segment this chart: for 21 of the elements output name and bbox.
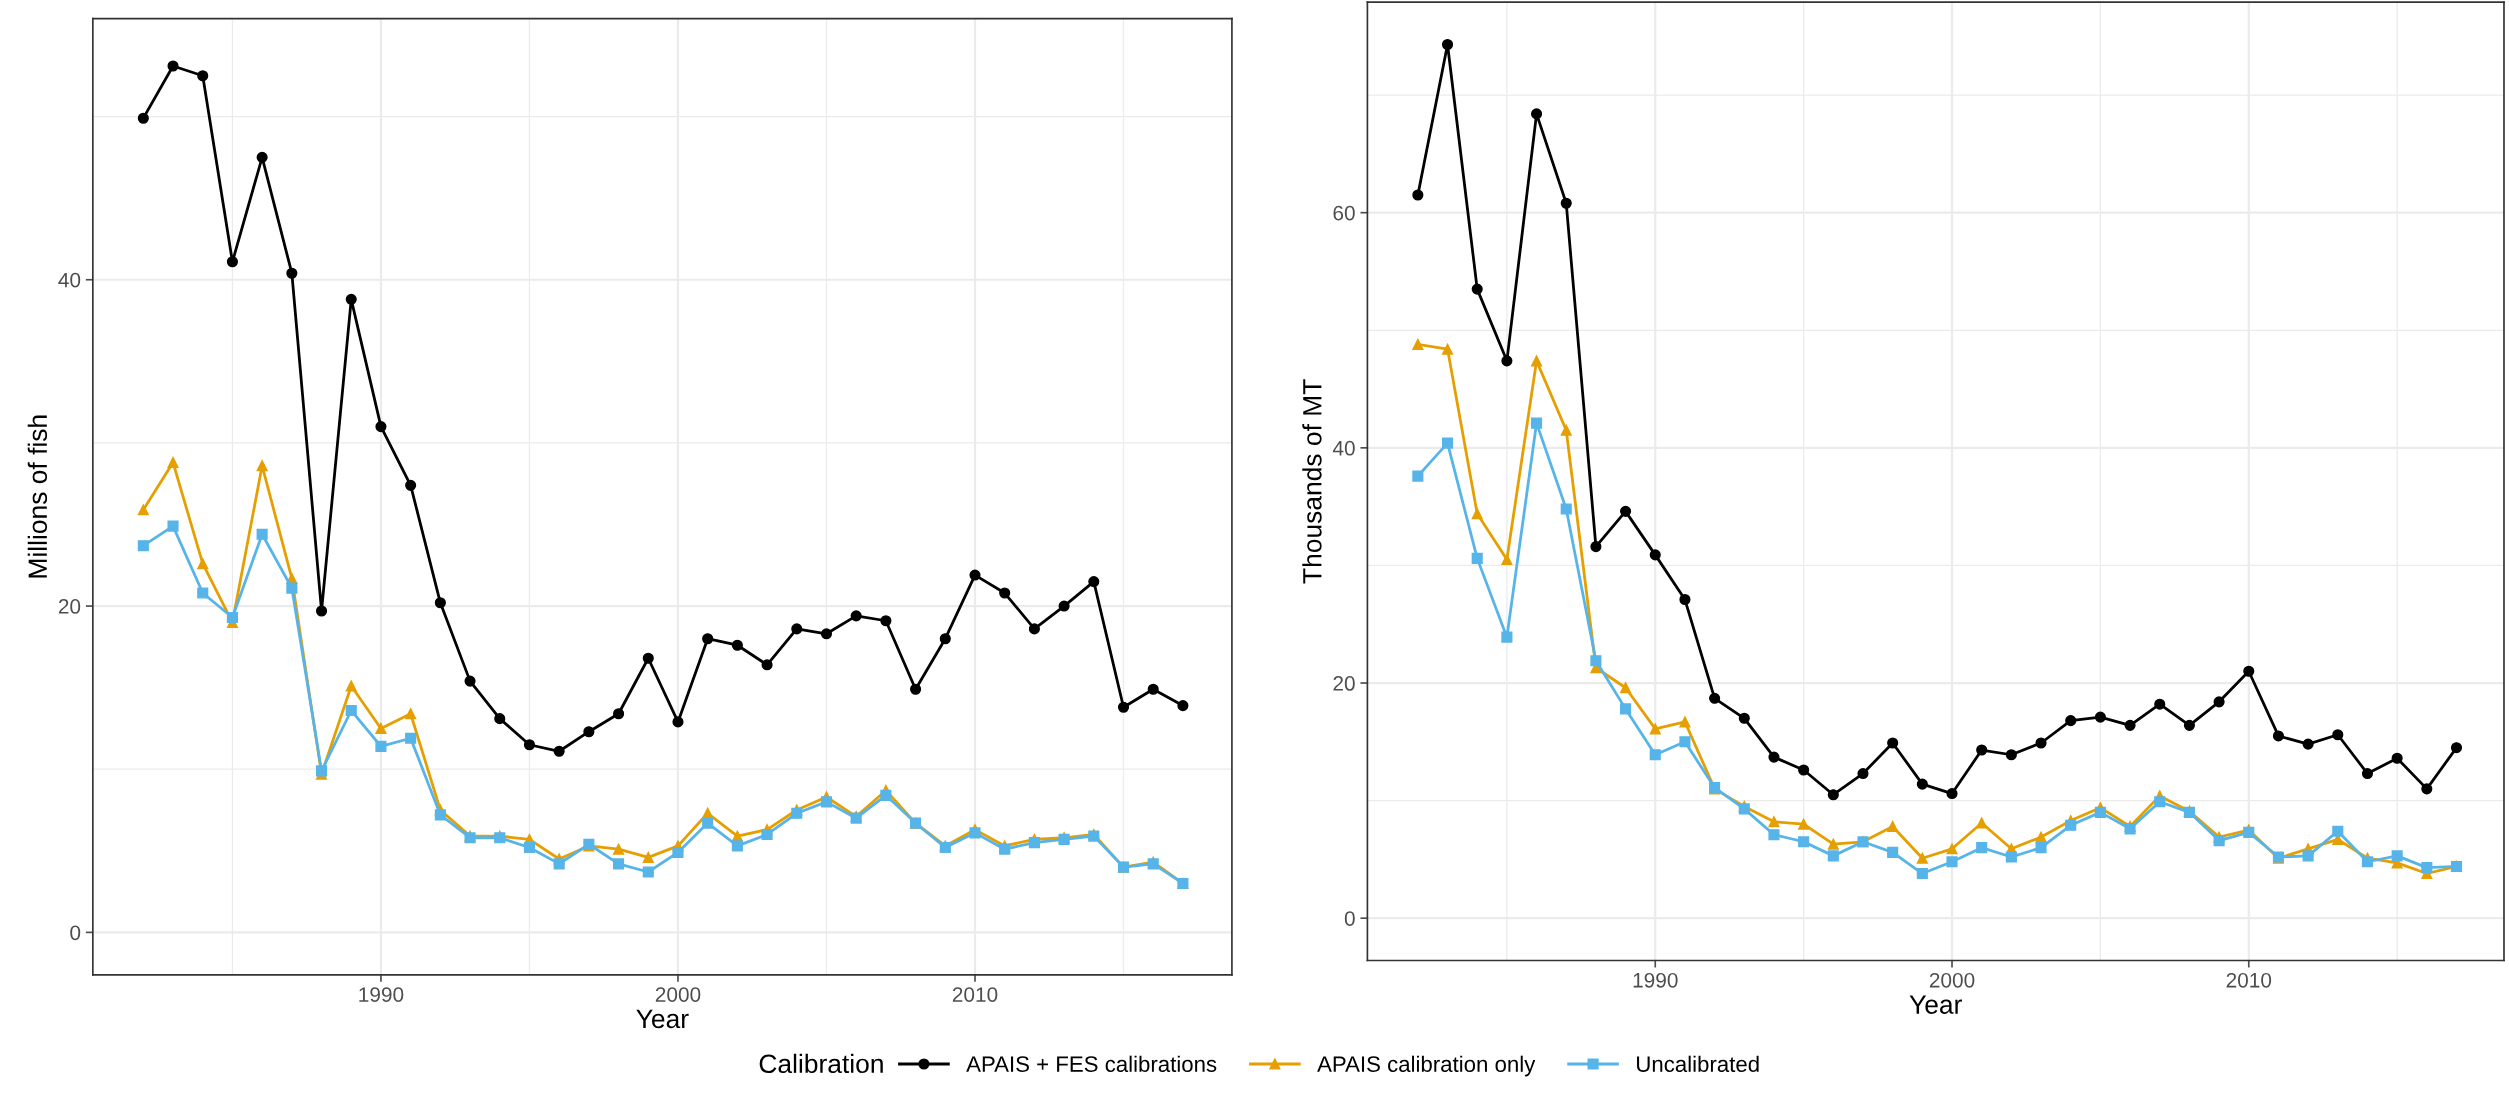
y-axis-title: Thousands of MT: [1302, 379, 1322, 584]
x-tick-label: 2010: [952, 987, 998, 1002]
x-tick-label: 2010: [2226, 972, 2272, 988]
legend-title: Calibration: [759, 1053, 883, 1074]
y-tick-label: 40: [1332, 440, 1355, 456]
y-tick-label: 60: [1333, 205, 1355, 221]
legend-label: APAIS calibration only: [1317, 1055, 1536, 1077]
x-tick-label: 1990: [1633, 972, 1678, 988]
y-tick-label: 0: [1344, 911, 1355, 926]
x-axis-title: Year: [1909, 995, 1962, 1014]
y-axis-title: Millions of fish: [27, 415, 48, 578]
y-tick-label: 40: [58, 272, 81, 288]
legend-label: APAIS + FES calibrations: [966, 1055, 1217, 1072]
y-tick-label: 20: [58, 599, 81, 614]
x-tick-label: 1990: [359, 987, 404, 1002]
x-tick-label: 2000: [655, 987, 701, 1002]
y-tick-label: 0: [70, 925, 81, 941]
legend-label: Uncalibrated: [1637, 1055, 1759, 1072]
y-tick-label: 20: [1333, 676, 1355, 691]
x-tick-label: 2000: [1929, 972, 1975, 988]
x-axis-title: Year: [636, 1009, 689, 1029]
